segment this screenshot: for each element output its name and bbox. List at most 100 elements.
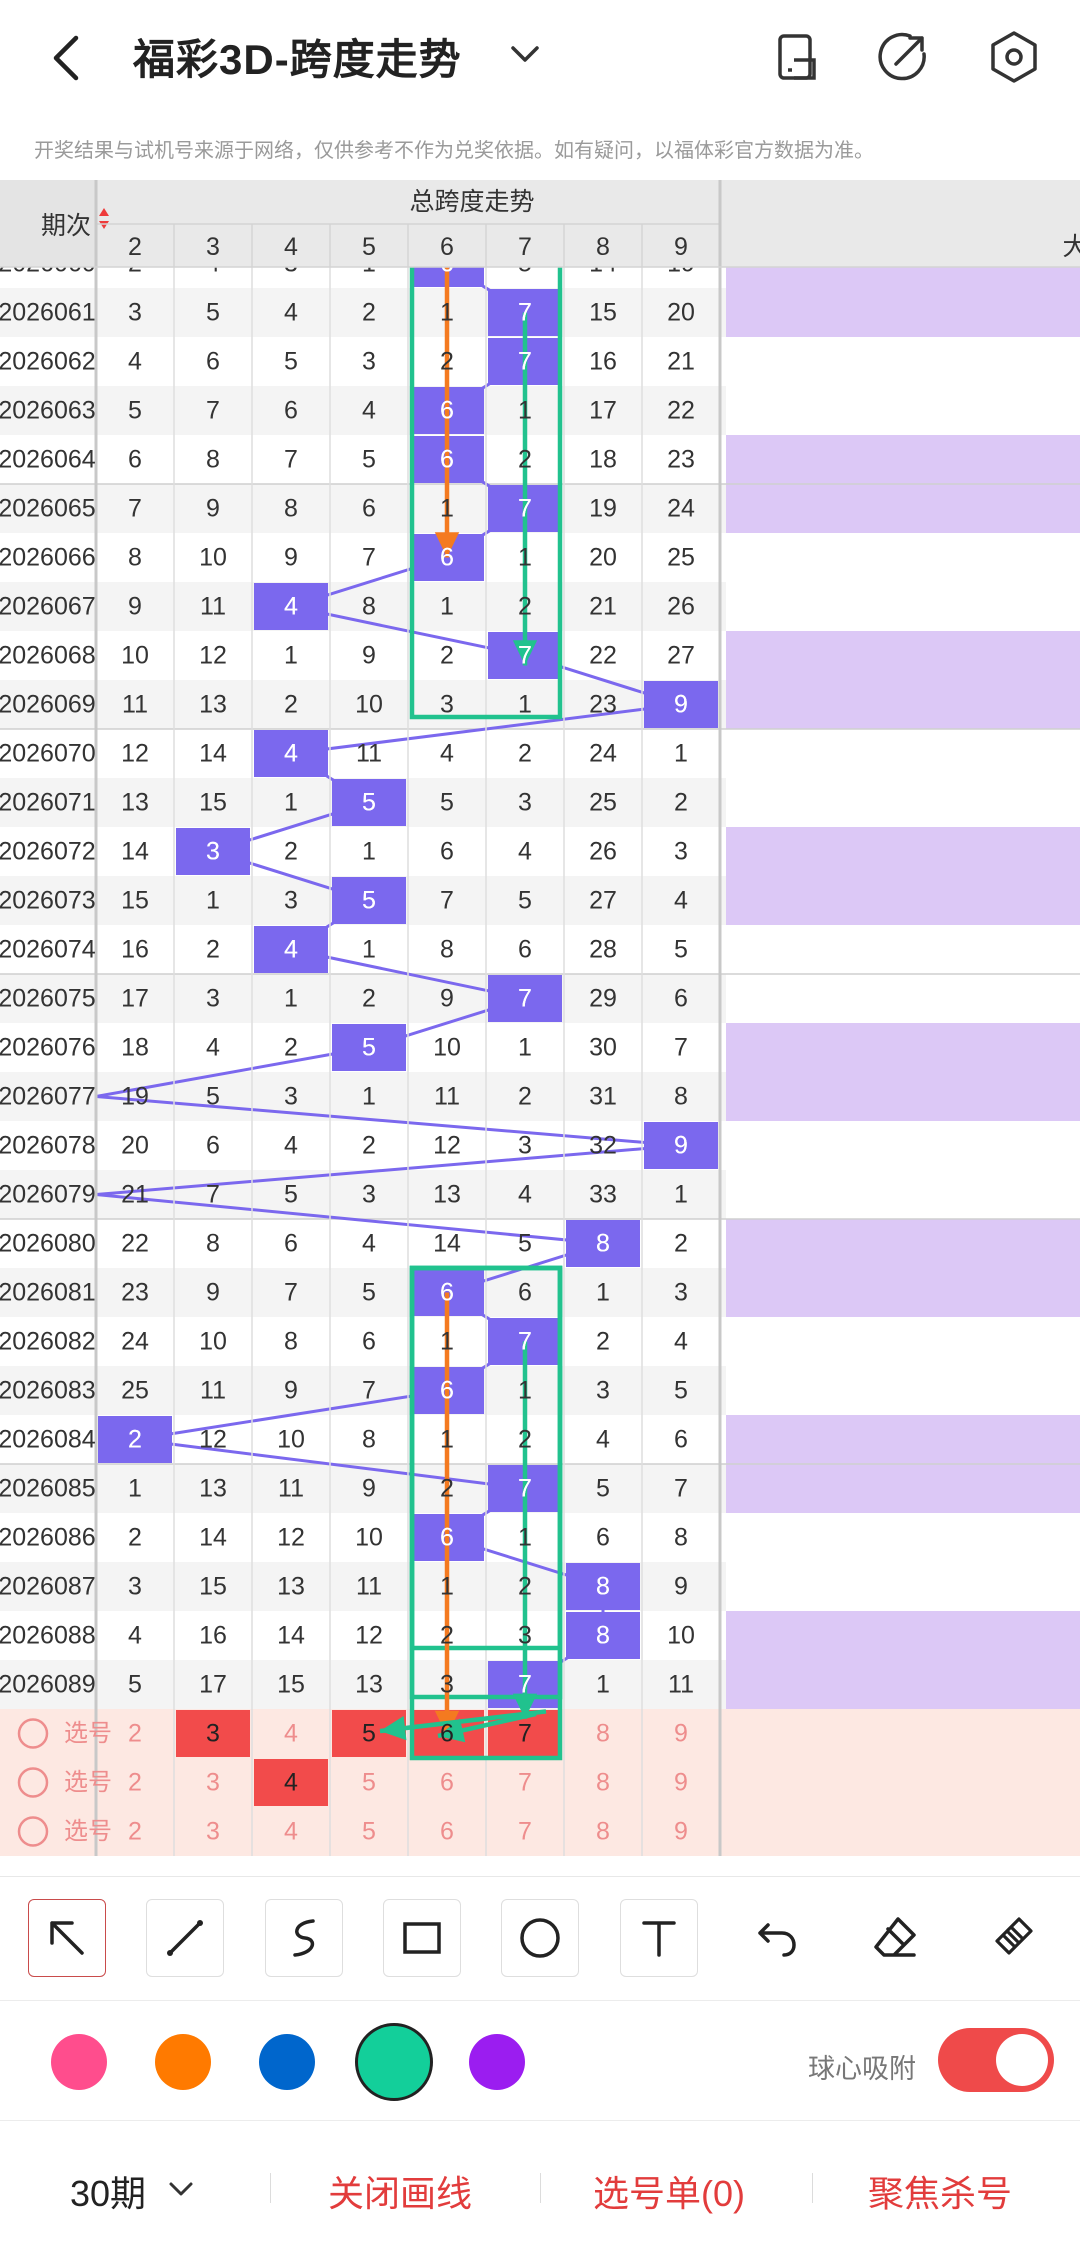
hit-cell bbox=[566, 1220, 640, 1267]
cell-value: 8 bbox=[284, 1328, 298, 1356]
right-column-strip bbox=[726, 1611, 1080, 1660]
column-header: 4 bbox=[284, 233, 298, 261]
issue-number: 2026065 bbox=[0, 495, 96, 523]
screen-mode-icon[interactable] bbox=[768, 28, 826, 86]
issue-number: 2026086 bbox=[0, 1524, 96, 1552]
drawn-annotations[interactable] bbox=[379, 236, 563, 1761]
curve-tool[interactable] bbox=[265, 1899, 343, 1977]
issue-header-cell[interactable] bbox=[0, 180, 96, 267]
cell-value: 4 bbox=[596, 1426, 610, 1454]
right-column-strip bbox=[726, 974, 1080, 1023]
pointer-tool[interactable] bbox=[28, 1899, 106, 1977]
trend-table[interactable]: 2026060243165141920260613542171520202606… bbox=[0, 180, 1080, 1876]
chevron-down-icon[interactable] bbox=[166, 2177, 196, 2201]
clear-tool[interactable] bbox=[975, 1899, 1053, 1977]
hit-cell bbox=[332, 1024, 406, 1071]
cell-value: 15 bbox=[277, 1671, 305, 1699]
drawn-rectangle[interactable] bbox=[409, 1265, 563, 1761]
cell-value: 14 bbox=[277, 1622, 305, 1650]
eraser-tool[interactable] bbox=[856, 1899, 934, 1977]
issue-number: 2026075 bbox=[0, 985, 96, 1013]
hit-value: 4 bbox=[284, 936, 298, 964]
cell-value: 10 bbox=[433, 1034, 461, 1062]
settings-icon[interactable] bbox=[985, 28, 1043, 86]
cell-value: 1 bbox=[284, 985, 298, 1013]
select-number: 8 bbox=[596, 1720, 610, 1748]
cell-value: 12 bbox=[355, 1622, 383, 1650]
cell-value: 25 bbox=[667, 544, 695, 572]
hit-cell bbox=[254, 926, 328, 973]
back-arrow-icon[interactable] bbox=[40, 30, 96, 86]
cell-value: 10 bbox=[199, 1328, 227, 1356]
cell-value: 25 bbox=[121, 1377, 149, 1405]
select-row[interactable] bbox=[0, 1758, 1080, 1807]
cell-value: 5 bbox=[674, 936, 688, 964]
cell-value: 4 bbox=[284, 1132, 298, 1160]
cell-value: 2 bbox=[518, 740, 532, 768]
cell-value: 1 bbox=[362, 838, 376, 866]
circle-tool[interactable] bbox=[501, 1899, 579, 1977]
selection-list-button[interactable]: 选号单(0) bbox=[593, 2173, 745, 2214]
cell-value: 5 bbox=[518, 887, 532, 915]
focus-kill-button[interactable]: 聚焦杀号 bbox=[868, 2173, 1013, 2214]
select-radio-icon[interactable] bbox=[17, 1816, 49, 1847]
color-swatch-pink[interactable] bbox=[51, 2034, 107, 2090]
selected-number-cell[interactable] bbox=[254, 1759, 328, 1806]
trend-grid[interactable]: 2026060243165141920260613542171520202606… bbox=[0, 180, 1080, 1876]
color-swatch-blue[interactable] bbox=[259, 2034, 315, 2090]
cell-value: 11 bbox=[200, 1377, 226, 1405]
cell-value: 1 bbox=[362, 936, 376, 964]
hit-value: 7 bbox=[518, 495, 532, 523]
select-radio-icon[interactable] bbox=[17, 1718, 49, 1749]
close-drawing-button[interactable]: 关闭画线 bbox=[328, 2173, 473, 2214]
right-column-strip bbox=[726, 1513, 1080, 1562]
cell-value: 7 bbox=[362, 544, 376, 572]
cell-value: 2 bbox=[440, 642, 454, 670]
share-icon[interactable] bbox=[874, 28, 932, 86]
cell-value: 2 bbox=[518, 1083, 532, 1111]
cell-value: 8 bbox=[596, 1573, 610, 1601]
hit-value: 7 bbox=[518, 1671, 532, 1699]
selected-number-cell[interactable] bbox=[176, 1710, 250, 1757]
cell-value: 6 bbox=[128, 446, 142, 474]
cell-value: 11 bbox=[434, 1083, 460, 1111]
page-title[interactable]: 福彩3D-跨度走势 bbox=[133, 36, 462, 83]
cell-value: 17 bbox=[121, 985, 149, 1013]
cell-value: 4 bbox=[128, 348, 142, 376]
cell-value: 21 bbox=[589, 593, 617, 621]
sort-down-icon[interactable] bbox=[99, 221, 109, 229]
cell-value: 10 bbox=[355, 691, 383, 719]
select-row[interactable] bbox=[0, 1709, 1080, 1758]
table-header bbox=[0, 180, 1080, 268]
snap-toggle[interactable] bbox=[938, 2028, 1054, 2092]
rectangle-tool[interactable] bbox=[383, 1899, 461, 1977]
period-selector[interactable]: 30期 bbox=[70, 2173, 147, 2214]
select-radio-icon[interactable] bbox=[17, 1767, 49, 1798]
cell-value: 8 bbox=[674, 1083, 688, 1111]
select-row[interactable] bbox=[0, 1807, 1080, 1856]
line-tool[interactable] bbox=[146, 1899, 224, 1977]
table-row bbox=[0, 728, 1080, 778]
color-swatch-green-selected[interactable] bbox=[355, 2023, 433, 2101]
disclaimer-text: 开奖结果与试机号来源于网络，仅供参考不作为兑奖依据。如有疑问，以福体彩官方数据为… bbox=[34, 140, 874, 162]
table-row bbox=[0, 1268, 1080, 1317]
hit-value: 7 bbox=[518, 642, 532, 670]
cell-value: 1 bbox=[518, 1377, 532, 1405]
drawn-green-arrow[interactable] bbox=[379, 1709, 547, 1734]
cell-value: 3 bbox=[596, 1377, 610, 1405]
issue-number: 2026073 bbox=[0, 887, 96, 915]
cell-value: 32 bbox=[589, 1132, 617, 1160]
right-column-strip bbox=[726, 1415, 1080, 1464]
sort-up-icon[interactable] bbox=[99, 208, 109, 216]
undo-tool[interactable] bbox=[738, 1899, 816, 1977]
cell-value: 1 bbox=[596, 1279, 610, 1307]
cell-value: 1 bbox=[518, 691, 532, 719]
color-swatch-purple[interactable] bbox=[469, 2034, 525, 2090]
color-swatch-orange[interactable] bbox=[155, 2034, 211, 2090]
chevron-down-icon[interactable] bbox=[505, 34, 545, 74]
text-tool[interactable] bbox=[620, 1899, 698, 1977]
group-header-label: 总跨度走势 bbox=[409, 188, 534, 216]
right-column-strip bbox=[726, 582, 1080, 631]
table-row bbox=[0, 925, 1080, 974]
cell-value: 18 bbox=[121, 1034, 149, 1062]
